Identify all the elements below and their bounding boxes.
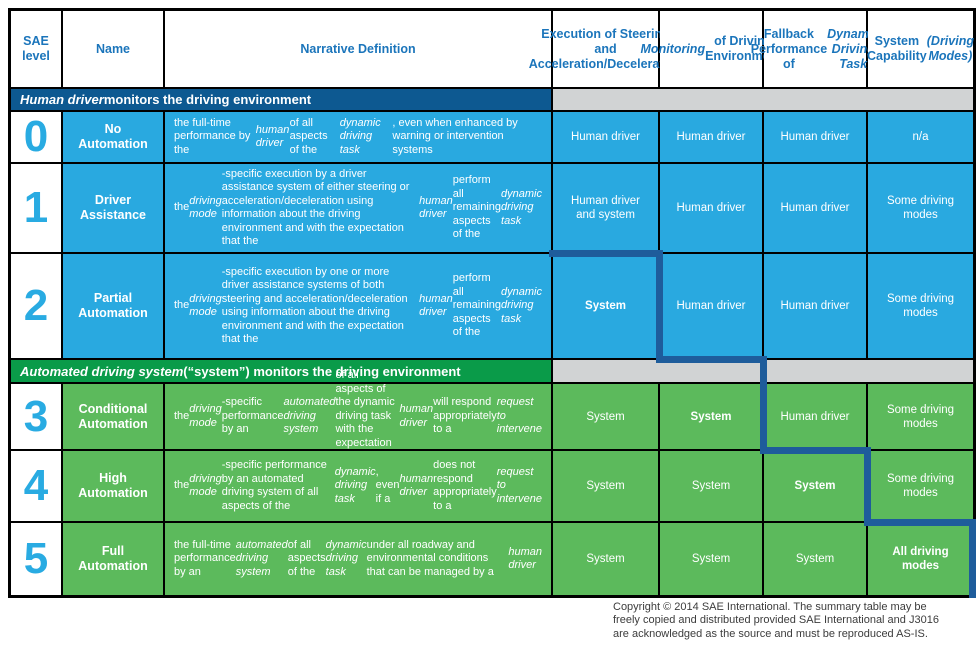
staircase-boundary-segment: [760, 356, 767, 454]
copyright-line: freely copied and distributed provided S…: [613, 614, 939, 627]
section-band-spacer: [553, 89, 973, 110]
level-name: Driver Assistance: [63, 164, 163, 252]
matrix-cell-monitoring: Human driver: [660, 164, 762, 252]
matrix-cell-monitoring: System: [660, 384, 762, 449]
col-header-monitoring: Monitoring of Driving Environment: [641, 11, 782, 87]
matrix-cell-execution: System: [553, 523, 658, 595]
level-number: 0: [11, 112, 61, 162]
narrative-definition: the driving mode -specific execution by o…: [165, 254, 551, 358]
level-name: High Automation: [63, 451, 163, 521]
col-header-name: Name: [63, 11, 163, 87]
matrix-cell-execution: Human driver: [553, 112, 658, 162]
matrix-cell-capability: Some driving modes: [868, 254, 973, 358]
staircase-boundary-segment: [656, 250, 663, 363]
matrix-cell-capability: Some driving modes: [868, 164, 973, 252]
level-number: 4: [11, 451, 61, 521]
staircase-boundary-segment: [656, 356, 767, 363]
matrix-cell-monitoring: System: [660, 451, 762, 521]
level-number: 5: [11, 523, 61, 595]
narrative-definition: the full-time performance by the human d…: [165, 112, 551, 162]
level-number: 1: [11, 164, 61, 252]
section-header-system-monitors: Automated driving system (“system”) moni…: [11, 360, 551, 382]
level-number: 3: [11, 384, 61, 449]
matrix-cell-capability: n/a: [868, 112, 973, 162]
matrix-cell-capability: Some driving modes: [868, 451, 973, 521]
sae-levels-table: SAE level Name Narrative Definition Exec…: [8, 8, 976, 598]
col-header-fallback: Fallback Performance of Dynamic Driving …: [751, 11, 879, 87]
matrix-cell-monitoring: System: [660, 523, 762, 595]
matrix-cell-execution: Human driver and system: [553, 164, 658, 252]
col-header-sae-level: SAE level: [11, 11, 61, 87]
staircase-boundary-segment: [969, 519, 976, 598]
matrix-cell-fallback: System: [764, 523, 866, 595]
matrix-cell-execution: System: [553, 384, 658, 449]
narrative-definition: the driving mode -specific performance by…: [165, 369, 551, 462]
matrix-cell-fallback: Human driver: [764, 164, 866, 252]
staircase-boundary-segment: [760, 447, 871, 454]
copyright-line: are acknowledged as the source and must …: [613, 627, 928, 640]
copyright-line: Copyright © 2014 SAE International. The …: [613, 601, 927, 613]
matrix-cell-capability: Some driving modes: [868, 384, 973, 449]
matrix-cell-fallback: Human driver: [764, 384, 866, 449]
staircase-boundary-segment: [864, 519, 976, 526]
matrix-cell-execution: System: [553, 254, 658, 358]
matrix-cell-fallback: Human driver: [764, 112, 866, 162]
section-header-human-driver-monitors: Human driver monitors the driving enviro…: [11, 89, 551, 110]
col-header-execution: Execution of Steering and Acceleration/D…: [529, 11, 682, 87]
narrative-definition: the full-time performance by an automate…: [165, 523, 551, 595]
level-name: Partial Automation: [63, 254, 163, 358]
level-number: 2: [11, 254, 61, 358]
copyright-notice: Copyright © 2014 SAE International. The …: [613, 601, 939, 641]
matrix-cell-monitoring: Human driver: [660, 254, 762, 358]
col-header-system-capability: System Capability (Driving Modes): [867, 11, 974, 87]
matrix-cell-monitoring: Human driver: [660, 112, 762, 162]
level-name: Conditional Automation: [63, 384, 163, 449]
level-name: Full Automation: [63, 523, 163, 595]
matrix-cell-capability: All driving modes: [868, 523, 973, 595]
matrix-cell-fallback: System: [764, 451, 866, 521]
col-header-narrative-definition: Narrative Definition: [165, 11, 551, 87]
staircase-boundary-segment: [549, 250, 663, 257]
narrative-definition: the driving mode -specific performance by…: [165, 451, 551, 521]
matrix-cell-fallback: Human driver: [764, 254, 866, 358]
staircase-boundary-segment: [864, 447, 871, 526]
matrix-cell-execution: System: [553, 451, 658, 521]
narrative-definition: the driving mode -specific execution by a…: [165, 164, 551, 252]
level-name: No Automation: [63, 112, 163, 162]
